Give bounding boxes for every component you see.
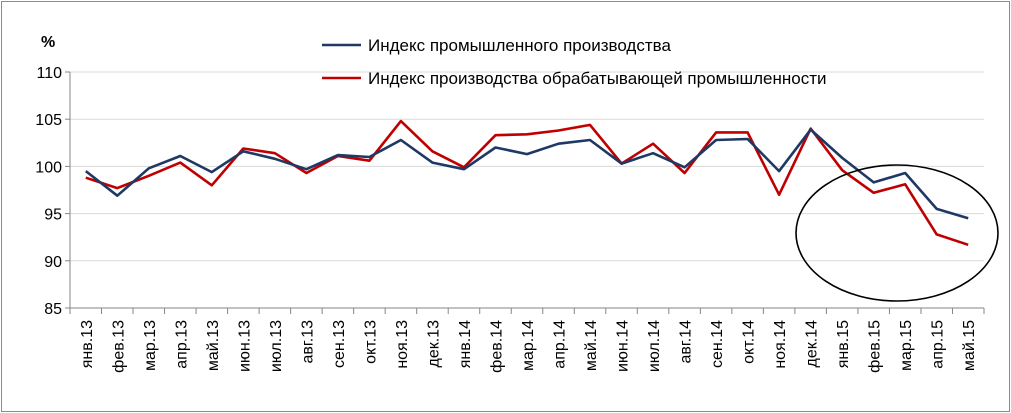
x-tick-label: дек.13 — [425, 320, 442, 368]
x-tick-label: апр.14 — [552, 320, 569, 369]
x-tick-label: май.14 — [583, 320, 600, 371]
x-tick-label: ноя.14 — [772, 320, 789, 369]
gridlines — [70, 71, 984, 262]
series-line-2 — [85, 119, 969, 247]
x-tick-label: фев.14 — [488, 320, 505, 373]
x-tick-label: окт.13 — [362, 320, 379, 364]
y-tick-label: 85 — [44, 301, 62, 318]
legend-label-2: Индекс производства обрабатывающей промы… — [368, 69, 826, 88]
y-tick-label: 90 — [44, 254, 62, 271]
y-unit-label: % — [41, 34, 55, 51]
x-tick-label: мар.14 — [520, 320, 537, 371]
y-tick-labels: 85 90 95 100 105 110 — [35, 65, 62, 318]
x-tick-label: янв.13 — [79, 320, 96, 368]
x-tick-label: май.13 — [205, 320, 222, 371]
x-tick-label: июн.14 — [615, 320, 632, 372]
x-tick-label: апр.15 — [930, 320, 947, 369]
legend-label-1: Индекс промышленного производства — [368, 36, 671, 55]
x-tick-labels: янв.13 фев.13 мар.13 апр.13 май.13 июн.13 июл.… — [79, 320, 978, 373]
x-tick-label: янв.15 — [835, 320, 852, 368]
x-tick-label: сен.13 — [331, 320, 348, 368]
y-tick-label: 110 — [36, 65, 62, 82]
x-tick-label: сен.14 — [709, 320, 726, 368]
x-tick-label: июл.13 — [268, 320, 285, 372]
highlight-ellipse — [795, 164, 999, 302]
x-tick-label: окт.14 — [741, 320, 758, 364]
annotation — [795, 164, 999, 302]
x-tick-label: мар.15 — [898, 320, 915, 371]
x-tick-label: фев.15 — [867, 320, 884, 373]
x-tick-label: авг.13 — [299, 320, 316, 364]
x-tick-label: дек.14 — [804, 320, 821, 368]
x-tick-label: фев.13 — [110, 320, 127, 373]
series-line-1 — [84, 128, 969, 220]
x-tick-label: авг.14 — [678, 320, 695, 364]
series-lines — [84, 119, 969, 247]
x-tick-label: ноя.13 — [394, 320, 411, 369]
x-tick-label: май.15 — [961, 320, 978, 371]
y-tick-label: 95 — [44, 207, 62, 224]
x-tick-label: июл.14 — [646, 320, 663, 372]
axes — [65, 71, 985, 314]
y-tick-label: 100 — [35, 159, 62, 176]
x-tick-label: янв.14 — [457, 320, 474, 368]
y-tick-label: 105 — [35, 112, 62, 129]
x-tick-label: мар.13 — [142, 320, 159, 371]
legend: Индекс промышленного производства Индекс … — [322, 36, 826, 88]
x-tick-label: июн.13 — [236, 320, 253, 372]
x-tick-label: апр.13 — [173, 320, 190, 369]
